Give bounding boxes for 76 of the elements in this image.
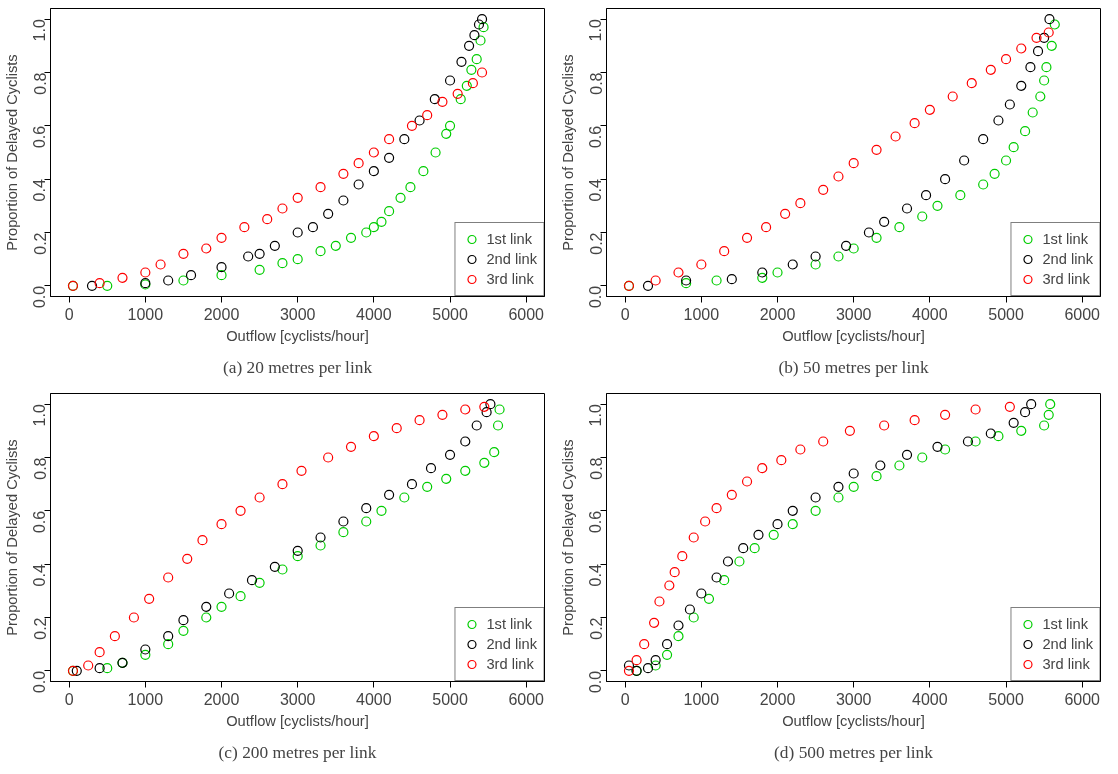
y-axis-title: Proportion of Delayed Cyclists: [559, 54, 576, 251]
y-tick-label: 0.4: [31, 179, 49, 202]
y-tick-label: 1.0: [31, 19, 49, 42]
x-tick-label: 1000: [683, 305, 720, 323]
x-tick-label: 0: [620, 305, 630, 323]
y-tick-label: 0.6: [587, 510, 605, 534]
y-tick-label: 1.0: [587, 404, 605, 427]
x-tick-label: 6000: [508, 305, 545, 323]
x-tick-label: 2000: [203, 305, 240, 323]
x-tick-label: 4000: [912, 690, 948, 708]
x-tick-label: 4000: [356, 305, 392, 323]
y-tick-label: 0.4: [587, 564, 605, 587]
legend-label: 2nd link: [1042, 251, 1093, 267]
legend-label: 3rd link: [1042, 271, 1090, 287]
y-tick-label: 0.8: [587, 72, 605, 95]
y-tick-label: 1.0: [31, 404, 49, 427]
x-tick-label: 3000: [279, 690, 316, 708]
x-tick-label: 1000: [683, 690, 720, 708]
x-tick-label: 6000: [508, 690, 545, 708]
y-tick-label: 0.8: [31, 72, 49, 95]
x-axis-title: Outflow [cyclists/hour]: [226, 327, 369, 344]
legend-label: 1st link: [1042, 616, 1089, 632]
y-tick-label: 0.8: [587, 457, 605, 480]
y-tick-label: 1.0: [587, 19, 605, 42]
legend-label: 2nd link: [486, 636, 537, 652]
y-tick-label: 0.4: [587, 179, 605, 202]
x-tick-label: 4000: [912, 305, 948, 323]
y-tick-label: 0.2: [31, 617, 49, 640]
x-tick-label: 4000: [356, 690, 392, 708]
y-tick-label: 0.6: [31, 125, 49, 149]
x-tick-label: 2000: [759, 305, 796, 323]
x-tick-label: 0: [64, 305, 74, 323]
y-tick-label: 0.0: [31, 285, 49, 309]
y-tick-label: 0.6: [31, 510, 49, 534]
legend-label: 3rd link: [486, 656, 534, 672]
y-tick-label: 0.0: [587, 670, 605, 694]
legend-label: 3rd link: [486, 271, 534, 287]
y-tick-label: 0.8: [31, 457, 49, 480]
x-tick-label: 5000: [432, 690, 468, 708]
text: (d) 500 metres per link: [774, 742, 934, 762]
x-tick-label: 1000: [127, 690, 164, 708]
text: (b) 50 metres per link: [778, 357, 929, 377]
y-tick-label: 0.2: [31, 232, 49, 255]
x-tick-label: 2000: [759, 690, 796, 708]
legend-label: 1st link: [1042, 231, 1089, 247]
x-tick-label: 5000: [432, 305, 468, 323]
legend-label: 1st link: [486, 231, 533, 247]
x-tick-label: 6000: [1064, 690, 1101, 708]
y-tick-label: 0.0: [587, 285, 605, 309]
legend-label: 1st link: [486, 616, 533, 632]
x-axis-title: Outflow [cyclists/hour]: [782, 327, 925, 344]
x-tick-label: 5000: [988, 690, 1024, 708]
x-tick-label: 0: [620, 690, 630, 708]
y-tick-label: 0.2: [587, 617, 605, 640]
x-axis-title: Outflow [cyclists/hour]: [782, 712, 925, 729]
x-tick-label: 6000: [1064, 305, 1101, 323]
text: (c) 200 metres per link: [218, 742, 377, 762]
y-axis-title: Proportion of Delayed Cyclists: [3, 54, 20, 251]
x-axis-title: Outflow [cyclists/hour]: [226, 712, 369, 729]
legend-label: 2nd link: [486, 251, 537, 267]
y-axis-title: Proportion of Delayed Cyclists: [3, 439, 20, 636]
y-tick-label: 0.2: [587, 232, 605, 255]
y-tick-label: 0.6: [587, 125, 605, 149]
x-tick-label: 0: [64, 690, 74, 708]
legend-label: 3rd link: [1042, 656, 1090, 672]
x-tick-label: 1000: [127, 305, 164, 323]
text: (a) 20 metres per link: [222, 357, 373, 377]
x-tick-label: 3000: [835, 305, 872, 323]
y-tick-label: 0.4: [31, 564, 49, 587]
x-tick-label: 3000: [835, 690, 872, 708]
y-axis-title: Proportion of Delayed Cyclists: [559, 439, 576, 636]
legend-label: 2nd link: [1042, 636, 1093, 652]
x-tick-label: 2000: [203, 690, 240, 708]
y-tick-label: 0.0: [31, 670, 49, 694]
x-tick-label: 5000: [988, 305, 1024, 323]
x-tick-label: 3000: [279, 305, 316, 323]
